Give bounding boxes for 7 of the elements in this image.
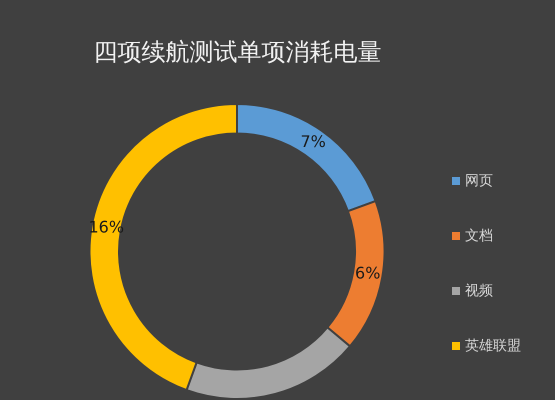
legend-label: 视频 <box>465 282 493 300</box>
data-label: 7% <box>300 132 326 151</box>
legend-label: 网页 <box>465 172 493 190</box>
legend-label: 文档 <box>465 227 493 245</box>
data-label: 6% <box>355 264 380 283</box>
chart-title: 四项续航测试单项消耗电量 <box>92 37 382 68</box>
legend-label: 英雄联盟 <box>465 337 521 355</box>
